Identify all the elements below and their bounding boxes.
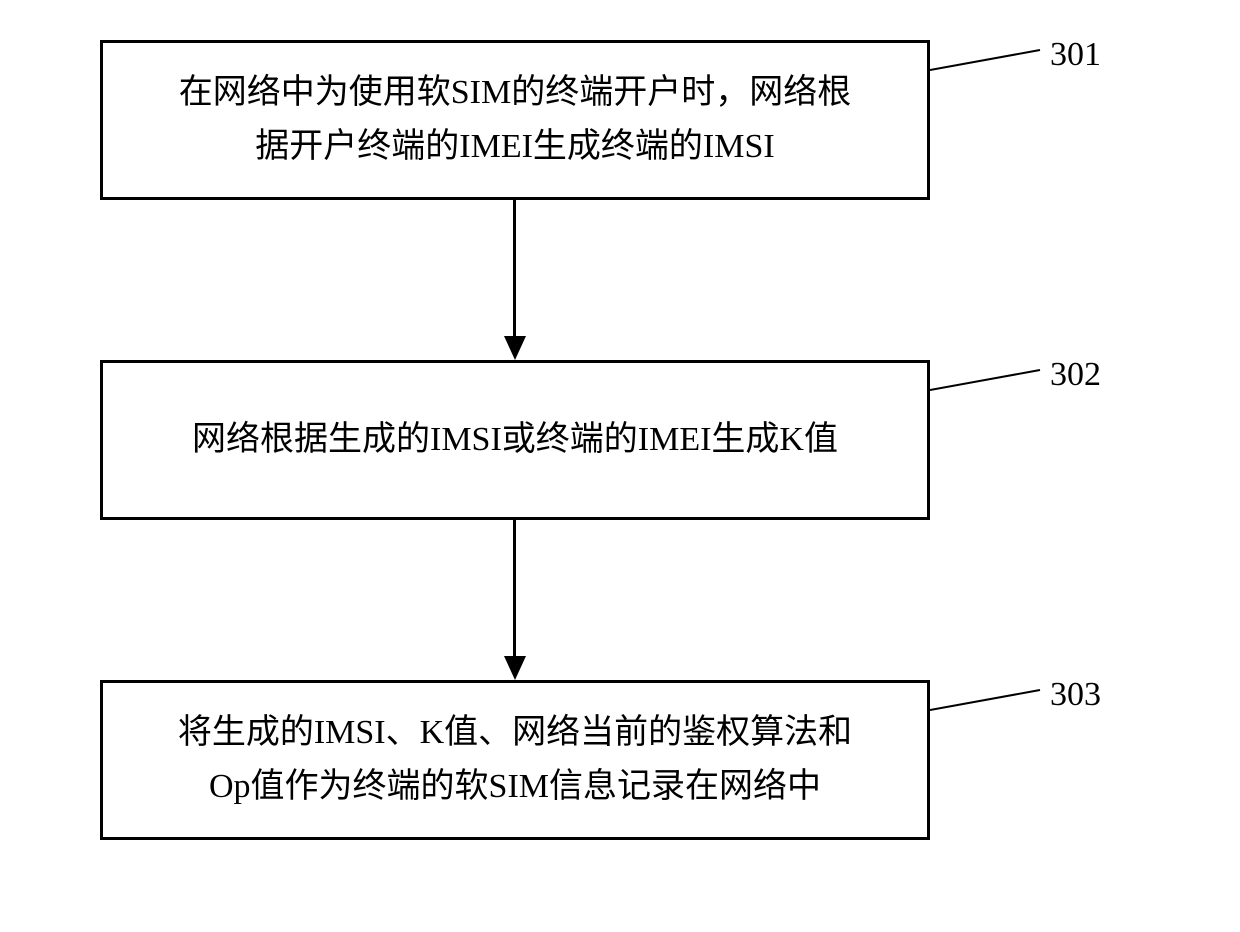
arrow-head-icon (504, 336, 526, 360)
node-label-302: 302 (1050, 356, 1101, 394)
node-label-303: 303 (1050, 676, 1101, 714)
node-label-301: 301 (1050, 36, 1101, 74)
label-connector-302 (930, 360, 1050, 420)
node-text-line1: 网络根据生成的IMSI或终端的IMEI生成K值 (192, 421, 838, 458)
flowchart-arrow (513, 200, 516, 336)
node-text: 将生成的IMSI、K值、网络当前的鉴权算法和 Op值作为终端的软SIM信息记录在… (154, 706, 876, 815)
node-text: 网络根据生成的IMSI或终端的IMEI生成K值 (168, 413, 862, 467)
node-text-line1: 将生成的IMSI、K值、网络当前的鉴权算法和 (178, 714, 852, 751)
flowchart-node-302: 网络根据生成的IMSI或终端的IMEI生成K值 (100, 360, 930, 520)
flowchart-arrow (513, 520, 516, 656)
arrow-head-icon (504, 656, 526, 680)
node-text: 在网络中为使用软SIM的终端开户时，网络根 据开户终端的IMEI生成终端的IMS… (155, 66, 875, 175)
label-connector-301 (930, 40, 1050, 100)
flowchart-node-303: 将生成的IMSI、K值、网络当前的鉴权算法和 Op值作为终端的软SIM信息记录在… (100, 680, 930, 840)
flowchart-node-301: 在网络中为使用软SIM的终端开户时，网络根 据开户终端的IMEI生成终端的IMS… (100, 40, 930, 200)
node-text-line1: 在网络中为使用软SIM的终端开户时，网络根 (179, 74, 851, 111)
node-text-line2: Op值作为终端的软SIM信息记录在网络中 (209, 768, 821, 805)
node-text-line2: 据开户终端的IMEI生成终端的IMSI (255, 128, 774, 165)
label-connector-303 (930, 680, 1050, 740)
